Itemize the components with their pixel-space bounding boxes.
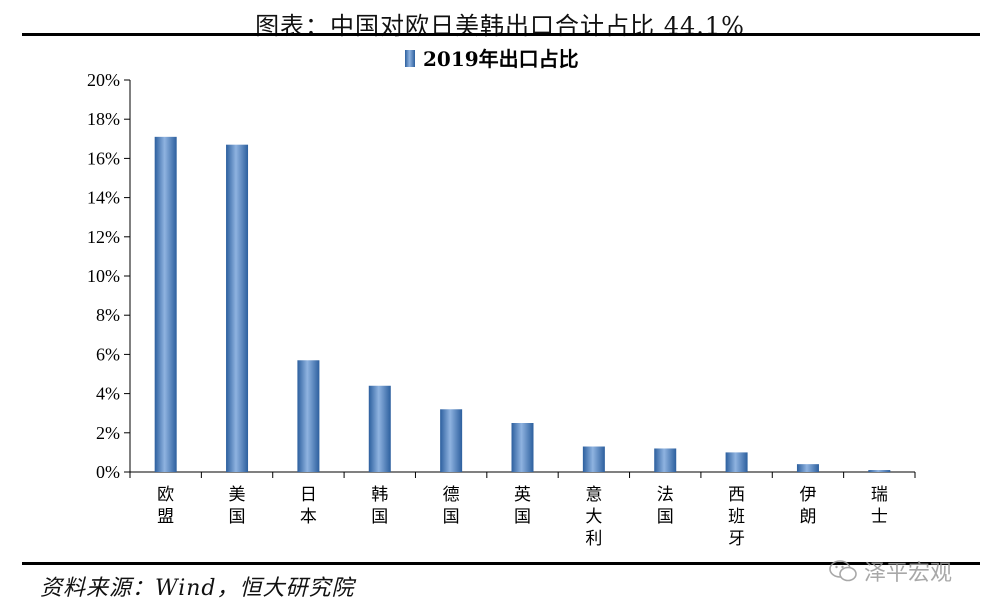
bar-chart: 2019年出口占比 0% 2% 4% 6% 8% 10% 12% 14% 16% 18% 20% 欧… xyxy=(87,47,916,549)
axes: 0% 2% 4% 6% 8% 10% 12% 14% 16% 18% 20% xyxy=(87,70,916,482)
bar xyxy=(368,385,391,472)
y-tick-label: 16% xyxy=(87,148,120,168)
y-tick-label: 8% xyxy=(96,305,120,325)
x-tick-label: 意大利 xyxy=(585,485,602,549)
wechat-icon xyxy=(829,560,857,582)
y-tick-label: 12% xyxy=(87,227,120,247)
bar xyxy=(297,360,320,472)
y-tick-label: 6% xyxy=(96,344,120,364)
y-tick-label: 14% xyxy=(87,188,120,208)
bottom-rule xyxy=(22,562,980,565)
x-tick-label: 韩国 xyxy=(371,485,388,527)
bar xyxy=(796,464,819,472)
bar xyxy=(154,136,177,472)
bar xyxy=(511,423,534,472)
legend: 2019年出口占比 xyxy=(405,47,579,71)
bar xyxy=(725,452,748,472)
y-tick-label: 0% xyxy=(96,462,120,482)
bar xyxy=(582,446,605,472)
x-tick-label: 欧盟 xyxy=(157,485,174,527)
bar xyxy=(868,470,891,472)
source-note: 资料来源：Wind，恒大研究院 xyxy=(40,576,355,601)
x-tick-label: 日本 xyxy=(300,485,317,527)
watermark: 泽平宏观 xyxy=(828,556,952,586)
legend-swatch xyxy=(405,50,415,67)
y-tick-label: 18% xyxy=(87,109,120,129)
top-rule xyxy=(22,33,980,36)
bar xyxy=(654,448,677,472)
x-tick-label: 伊朗 xyxy=(799,485,816,527)
x-tick-label: 英国 xyxy=(514,485,531,527)
x-tick-label: 瑞士 xyxy=(871,485,888,527)
y-tick-label: 2% xyxy=(96,423,120,443)
y-tick-label: 10% xyxy=(87,266,120,286)
y-tick-label: 20% xyxy=(87,70,120,90)
bars xyxy=(154,136,891,472)
x-tick-label: 美国 xyxy=(229,485,246,527)
x-tick-label: 德国 xyxy=(443,485,460,527)
y-tick-label: 4% xyxy=(96,384,120,404)
x-tick-label: 西班牙 xyxy=(728,485,745,549)
x-tick-label: 法国 xyxy=(657,485,674,527)
legend-label: 2019年出口占比 xyxy=(423,47,579,71)
watermark-text: 泽平宏观 xyxy=(864,561,953,586)
bar xyxy=(226,144,249,472)
category-labels: 欧盟 美国 日本 韩国 德国 英国 意大利 法国 西班牙 伊朗 瑞士 xyxy=(157,485,888,549)
bar xyxy=(440,409,463,472)
